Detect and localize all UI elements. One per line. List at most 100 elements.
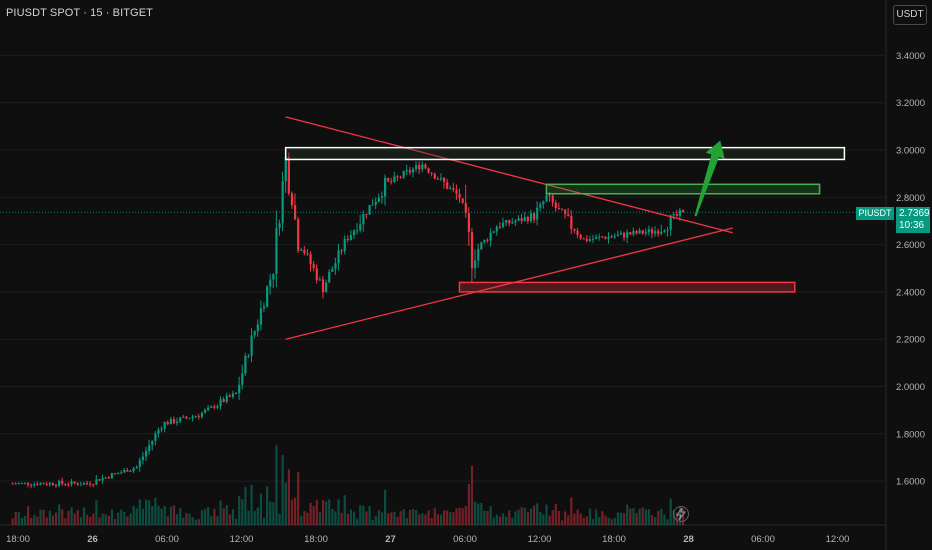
candle-body xyxy=(536,207,539,220)
volume-bar xyxy=(387,513,390,525)
volume-bar xyxy=(23,515,27,525)
volume-bar xyxy=(238,496,241,525)
candle-body xyxy=(619,232,623,235)
candle-body xyxy=(486,239,489,241)
volume-bar xyxy=(17,511,20,525)
volume-bar xyxy=(253,510,256,525)
candle-body xyxy=(98,479,101,481)
candle-body xyxy=(418,165,421,170)
candle-body xyxy=(564,209,567,215)
volume-bar xyxy=(446,510,449,525)
volume-bar xyxy=(228,514,231,525)
volume-bar xyxy=(309,502,312,525)
flash-icon[interactable] xyxy=(673,506,689,522)
triangle-upper-line xyxy=(285,116,733,234)
candle-body xyxy=(281,181,284,224)
x-tick-label: 18:00 xyxy=(602,534,626,545)
volume-bar xyxy=(244,487,247,525)
volume-bar xyxy=(380,512,384,525)
candle-body xyxy=(560,209,564,211)
volume-bar xyxy=(27,506,30,525)
volume-bar xyxy=(666,519,669,525)
volume-bar xyxy=(346,513,349,525)
candle-body xyxy=(539,204,542,208)
candle-body xyxy=(436,178,439,180)
candle-body xyxy=(498,226,502,228)
x-tick-label: 18:00 xyxy=(6,534,30,545)
volume-bar xyxy=(604,515,607,525)
candle-body xyxy=(526,217,529,222)
candle-body xyxy=(455,189,458,194)
candle-body xyxy=(86,483,89,485)
volume-bar xyxy=(172,505,176,525)
candle-body xyxy=(359,224,362,231)
last-price-value: 2.7369 xyxy=(899,208,930,219)
candle-body xyxy=(325,282,328,293)
candle-body xyxy=(318,279,322,281)
candle-body xyxy=(613,236,616,238)
volume-bar xyxy=(557,511,561,525)
candle-body xyxy=(477,249,480,261)
candle-body xyxy=(70,481,73,485)
candle-body xyxy=(334,263,337,270)
candle-body xyxy=(101,478,104,481)
volume-bar xyxy=(461,508,464,525)
candle-body xyxy=(117,473,120,475)
volume-bar xyxy=(644,509,647,525)
volume-bar xyxy=(340,512,343,525)
volume-bar xyxy=(616,512,620,525)
x-tick-label: 26 xyxy=(87,534,98,545)
volume-bar xyxy=(464,505,467,525)
candle-body xyxy=(390,181,393,183)
candle-body xyxy=(616,234,620,237)
volume-bar xyxy=(269,501,272,525)
volume-bar xyxy=(405,518,408,525)
volume-bar xyxy=(629,508,632,525)
candle-body xyxy=(371,204,374,206)
volume-bar xyxy=(663,514,666,525)
candle-body xyxy=(427,168,430,173)
volume-bar xyxy=(384,489,387,525)
candle-body xyxy=(387,177,390,182)
volume-bar xyxy=(657,510,660,525)
candle-body xyxy=(337,250,340,264)
volume-bar xyxy=(73,513,76,525)
volume-bar xyxy=(64,518,67,525)
volume-bar xyxy=(222,508,225,525)
candle-body xyxy=(399,176,402,178)
candle-body xyxy=(256,324,259,332)
y-tick-label: 2.4000 xyxy=(896,287,925,298)
volume-bar xyxy=(430,517,433,525)
volume-bar xyxy=(89,516,92,525)
candle-body xyxy=(374,201,377,205)
volume-bar xyxy=(390,512,393,525)
volume-bar xyxy=(82,507,86,525)
volume-bar xyxy=(231,509,235,525)
volume-bar xyxy=(433,508,436,525)
volume-bar xyxy=(33,514,36,525)
currency-button[interactable]: USDT xyxy=(893,5,927,25)
volume-bar xyxy=(576,509,579,525)
candle-body xyxy=(188,418,191,420)
candle-body xyxy=(67,484,70,486)
volume-bar xyxy=(157,505,160,525)
volume-bar xyxy=(117,512,120,525)
candle-body xyxy=(672,214,675,216)
candle-body xyxy=(470,232,474,269)
volume-bar xyxy=(396,516,399,525)
candle-body xyxy=(343,238,346,252)
candle-body xyxy=(20,482,24,484)
volume-bar xyxy=(570,497,573,525)
candle-body xyxy=(172,419,176,424)
candle-body xyxy=(405,170,408,172)
volume-bar xyxy=(225,504,228,525)
volume-bar xyxy=(20,517,24,525)
candle-body xyxy=(415,165,418,169)
volume-bar xyxy=(30,517,33,525)
candle-body xyxy=(626,232,629,238)
candle-body xyxy=(557,208,561,210)
candle-body xyxy=(660,231,663,234)
candle-body xyxy=(306,253,309,255)
candle-body xyxy=(573,228,576,231)
